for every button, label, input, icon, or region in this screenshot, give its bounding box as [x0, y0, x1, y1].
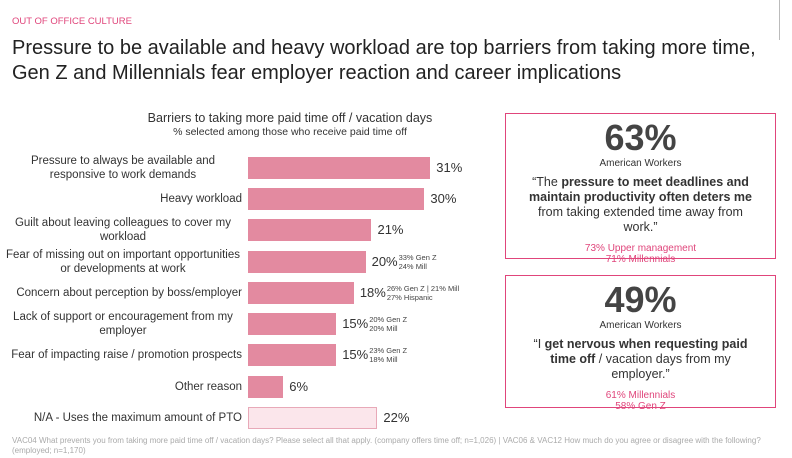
category-label: Pressure to always be available and resp…: [4, 153, 242, 183]
annotation-line: 26% Gen Z | 21% Mill: [386, 283, 460, 293]
divider: [779, 0, 780, 40]
headline: Pressure to be available and heavy workl…: [12, 36, 756, 86]
chart-title: Barriers to taking more paid time off / …: [147, 111, 433, 125]
annotation-line: 33% Gen Z: [398, 252, 437, 262]
annotation-line: 18% Mill: [369, 355, 398, 365]
callout-detail: 73% Upper management: [584, 243, 697, 254]
callout-label: American Workers: [599, 158, 682, 169]
category-text: Lack of support or encouragement from my…: [13, 311, 233, 338]
bar: [248, 250, 366, 273]
callout-detail: 61% Millennials: [605, 390, 676, 401]
bar: [248, 187, 425, 210]
bar: [248, 313, 337, 336]
annotation: 20% Gen Z 20% Mill: [369, 315, 407, 333]
section-label: OUT OF OFFICE CULTURE: [12, 16, 132, 27]
category-label: Guilt about leaving colleagues to cover …: [4, 215, 242, 245]
quote-segment: get nervous when requesting paid time of…: [544, 337, 748, 366]
bar: [248, 219, 372, 242]
category-text: Fear of impacting raise / promotion pros…: [11, 349, 242, 362]
value-label: 18%: [359, 284, 386, 300]
annotation-line: 20% Gen Z: [369, 315, 408, 325]
category-text: Concern about perception by boss/employe…: [16, 286, 242, 299]
value-label: 21%: [377, 222, 404, 238]
value-label: 6%: [289, 378, 309, 394]
annotation: 33% Gen Z 24% Mill: [399, 253, 437, 271]
quote-segment: from taking extended time away from work…: [538, 205, 743, 234]
category-text: Heavy workload: [160, 192, 242, 205]
quote-segment: “The: [532, 175, 562, 189]
headline-line: Gen Z and Millennials fear employer reac…: [12, 62, 622, 84]
callout-quote: “The pressure to meet deadlines and main…: [520, 175, 761, 235]
category-label: N/A - Uses the maximum amount of PTO: [4, 403, 242, 433]
callout-details: 61% Millennials 58% Gen Z: [506, 390, 775, 412]
headline-line: Pressure to be available and heavy workl…: [12, 37, 756, 59]
category-label: Fear of missing out on important opportu…: [4, 247, 242, 277]
category-text: Guilt about leaving colleagues to cover …: [14, 217, 232, 244]
annotation: 23% Gen Z 18% Mill: [369, 346, 407, 364]
quote-segment: pressure to meet deadlines and maintain …: [529, 175, 752, 204]
annotation: 26% Gen Z | 21% Mill 27% Hispanic: [387, 284, 459, 302]
value-label: 20%: [371, 253, 398, 269]
bar: [248, 375, 284, 398]
category-label: Other reason: [4, 372, 242, 402]
footnote: VAC04 What prevents you from taking more…: [12, 436, 761, 455]
annotation-line: 20% Mill: [369, 324, 398, 334]
callout-quote: “I get nervous when requesting paid time…: [520, 337, 761, 382]
bar: [248, 281, 354, 304]
category-label: Lack of support or encouragement from my…: [4, 309, 242, 339]
callout-box: 49% American Workers “I get nervous when r…: [505, 275, 776, 412]
category-text: N/A - Uses the maximum amount of PTO: [33, 412, 242, 425]
callout-detail: 71% Millennials: [605, 254, 676, 265]
value-label: 15%: [342, 316, 369, 332]
category-label: Fear of impacting raise / promotion pros…: [4, 340, 242, 370]
value-label: 30%: [430, 190, 457, 206]
bar: [248, 407, 378, 430]
bar: [248, 156, 431, 179]
callout-stat: 49%: [604, 279, 677, 320]
category-label: Concern about perception by boss/employe…: [4, 278, 242, 308]
callout-box: 63% American Workers “The pressure to meet…: [505, 113, 776, 265]
value-label: 15%: [342, 347, 369, 363]
chart-subtitle: % selected among those who receive paid …: [173, 126, 407, 138]
annotation-line: 23% Gen Z: [369, 346, 408, 356]
category-text: Other reason: [174, 380, 242, 393]
quote-segment: “I: [533, 337, 545, 351]
annotation-line: 27% Hispanic: [386, 292, 433, 302]
category-label: Heavy workload: [4, 184, 242, 214]
annotation-line: 24% Mill: [398, 261, 427, 271]
bar: [248, 344, 337, 367]
callout-detail: 58% Gen Z: [615, 401, 666, 412]
value-label: 31%: [436, 159, 463, 175]
callout-label: American Workers: [599, 320, 682, 331]
quote-segment: / vacation days from my employer.”: [595, 352, 731, 381]
category-text: Pressure to always be available and resp…: [30, 154, 216, 181]
category-text: Fear of missing out on important opportu…: [6, 248, 240, 275]
value-label: 22%: [383, 410, 410, 426]
callout-details: 73% Upper management 71% Millennials: [506, 243, 775, 265]
callout-stat: 63%: [604, 117, 677, 158]
